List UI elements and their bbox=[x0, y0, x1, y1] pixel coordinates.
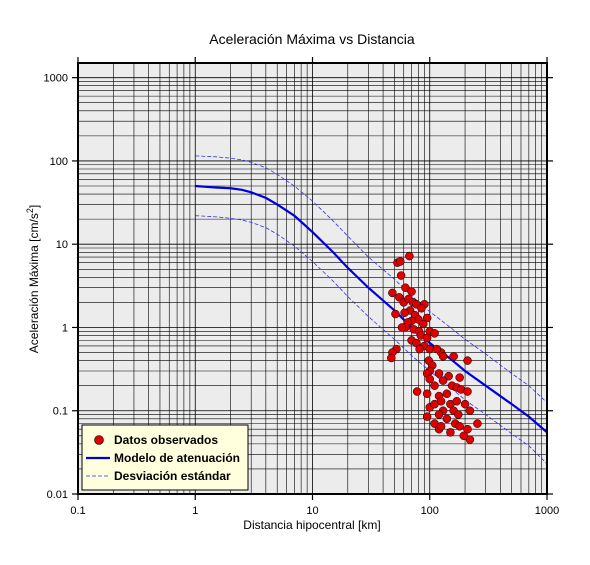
x-tick-label: 1 bbox=[192, 505, 198, 517]
data-point bbox=[455, 422, 464, 431]
data-point bbox=[452, 396, 462, 406]
data-point bbox=[442, 389, 452, 398]
data-point bbox=[401, 283, 410, 292]
data-point bbox=[387, 353, 396, 363]
legend-marker-points bbox=[94, 435, 104, 445]
data-point bbox=[396, 271, 406, 280]
data-point bbox=[459, 431, 469, 441]
x-tick-label: 100 bbox=[421, 505, 439, 517]
model-line bbox=[195, 184, 548, 434]
data-point bbox=[454, 410, 463, 419]
y-tick-label: 1 bbox=[62, 322, 68, 334]
data-point bbox=[430, 329, 439, 338]
data-point bbox=[422, 313, 432, 323]
y-tick-label: 0.1 bbox=[53, 406, 68, 418]
legend-label-model: Modelo de atenuación bbox=[114, 451, 240, 465]
data-point bbox=[412, 387, 422, 396]
data-point bbox=[391, 309, 400, 319]
data-point bbox=[455, 373, 464, 382]
data-point bbox=[418, 319, 428, 329]
data-point bbox=[425, 344, 434, 354]
data-point bbox=[449, 352, 458, 361]
model-curve bbox=[195, 184, 548, 434]
data-point bbox=[422, 333, 432, 343]
chart-title: Aceleración Máxima vs Distancia bbox=[209, 31, 415, 47]
data-point bbox=[463, 424, 472, 434]
data-points bbox=[387, 251, 482, 444]
data-point bbox=[438, 352, 448, 361]
y-tick-label: 0.01 bbox=[47, 489, 68, 501]
data-point bbox=[397, 323, 407, 332]
y-tick-label: 1000 bbox=[44, 73, 68, 85]
data-point bbox=[434, 410, 444, 419]
x-axis-label: Distancia hipocentral [km] bbox=[243, 518, 380, 532]
y-tick-labels: 0.01 0.1 1 10 100 1000 bbox=[44, 73, 68, 501]
std-upper-line bbox=[195, 155, 548, 403]
y-tick-label: 10 bbox=[56, 239, 68, 251]
data-point bbox=[465, 435, 475, 444]
data-point bbox=[438, 376, 448, 385]
data-point bbox=[405, 251, 414, 261]
data-point bbox=[434, 369, 444, 378]
x-tick-label: 10 bbox=[306, 505, 318, 517]
data-point bbox=[407, 287, 416, 296]
data-point bbox=[415, 344, 424, 354]
data-point bbox=[460, 399, 470, 409]
x-tick-label: 1000 bbox=[535, 505, 559, 517]
std-lower-line bbox=[195, 215, 548, 465]
data-point bbox=[425, 374, 434, 384]
data-point bbox=[463, 356, 472, 365]
x-tick-label: 0.1 bbox=[70, 505, 85, 517]
data-point bbox=[465, 406, 475, 415]
data-point bbox=[388, 288, 397, 298]
data-point bbox=[422, 412, 432, 421]
legend-label-points: Datos observados bbox=[114, 433, 218, 447]
data-point bbox=[436, 396, 446, 406]
axis-ticks bbox=[72, 57, 553, 500]
legend-label-std: Desviación estándar bbox=[114, 469, 231, 483]
data-point bbox=[400, 308, 409, 318]
data-point bbox=[436, 422, 446, 431]
y-tick-label: 100 bbox=[50, 156, 68, 168]
data-point bbox=[430, 381, 439, 390]
data-point bbox=[446, 428, 455, 437]
data-point bbox=[432, 344, 442, 354]
data-point bbox=[473, 419, 482, 428]
data-point bbox=[442, 414, 452, 424]
data-point bbox=[395, 257, 405, 266]
x-tick-labels: 0.1 1 10 100 1000 bbox=[70, 505, 559, 517]
data-point bbox=[444, 371, 453, 381]
std-lines bbox=[195, 155, 548, 465]
data-point bbox=[422, 389, 432, 398]
y-axis-label: Aceleración Máxima [cm/s2] bbox=[25, 205, 41, 353]
legend: Datos observados Modelo de atenuación De… bbox=[81, 424, 249, 491]
data-point bbox=[463, 387, 472, 396]
data-point bbox=[417, 304, 426, 313]
